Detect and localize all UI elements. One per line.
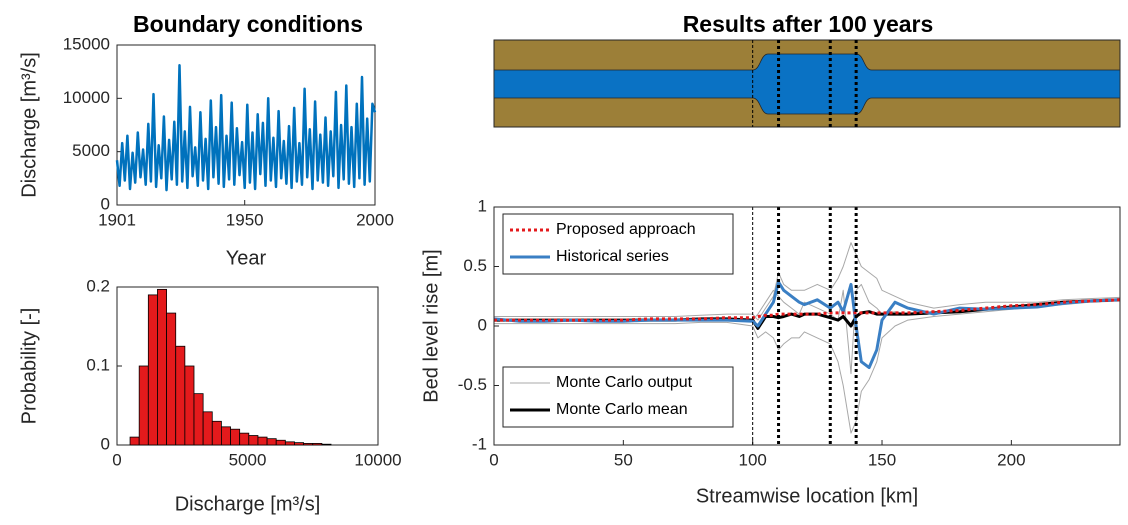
y-axis-label: Discharge [m³/s]: [18, 52, 40, 198]
monte-carlo-line: [494, 242, 1121, 321]
chart-title: Boundary conditions: [133, 11, 363, 37]
y-tick-label: -0.5: [458, 375, 487, 394]
x-tick-label: 5000: [229, 450, 267, 469]
histogram-bar: [275, 439, 286, 446]
x-tick-label: 1950: [226, 210, 264, 229]
legend: [502, 366, 734, 428]
histogram-bar: [239, 432, 250, 446]
channel: [493, 53, 1121, 115]
histogram-bar: [220, 426, 231, 446]
histogram-bar: [175, 345, 186, 446]
histogram-bar: [211, 420, 222, 446]
x-axis-label: Streamwise location [km]: [696, 485, 918, 507]
x-tick-label: 150: [868, 450, 896, 469]
y-tick-label: 0.5: [463, 256, 487, 275]
series-line: [494, 298, 1121, 322]
histogram-bar: [303, 443, 314, 446]
x-tick-label: 1901: [98, 210, 136, 229]
legend-label: Monte Carlo mean: [556, 401, 688, 418]
histogram-bar: [157, 288, 167, 446]
y-tick-label: 1: [478, 196, 487, 215]
histogram-bar: [193, 393, 204, 446]
histogram-bar: [312, 443, 323, 446]
legend-label: Monte Carlo output: [556, 374, 693, 391]
chart-title: Results after 100 years: [683, 11, 934, 37]
y-tick-label: 0: [101, 434, 110, 453]
monte-carlo-line: [494, 300, 1121, 434]
y-tick-label: 0.1: [86, 355, 110, 374]
histogram-bar: [138, 365, 149, 446]
histogram-bar: [284, 441, 295, 446]
x-tick-label: 100: [738, 450, 766, 469]
y-tick-label: 15000: [63, 34, 110, 53]
y-tick-label: 10000: [63, 88, 110, 107]
x-tick-label: 10000: [354, 450, 401, 469]
histogram-bar: [248, 435, 259, 446]
x-axis-label: Year: [226, 247, 267, 269]
x-tick-label: 0: [489, 450, 498, 469]
histogram-bar: [184, 365, 195, 446]
x-tick-label: 200: [997, 450, 1025, 469]
x-axis-label: Discharge [m³/s]: [175, 493, 321, 515]
legend: [502, 213, 734, 275]
histogram-bar: [166, 312, 177, 446]
histogram-bar: [147, 294, 158, 446]
histogram-bar: [257, 436, 268, 446]
histogram-bar: [129, 436, 140, 446]
y-tick-label: 5000: [72, 141, 110, 160]
y-axis-label: Probability [-]: [18, 308, 40, 425]
histogram-bar: [294, 442, 305, 446]
legend-label: Proposed approach: [556, 221, 696, 238]
legend-label: Historical series: [556, 248, 669, 265]
histogram-bar: [266, 438, 277, 446]
histogram-bar: [202, 411, 213, 446]
y-tick-label: -1: [472, 434, 487, 453]
y-tick-label: 0: [478, 315, 487, 334]
y-tick-label: 0.2: [86, 276, 110, 295]
y-tick-label: 0: [101, 194, 110, 213]
x-tick-label: 2000: [356, 210, 394, 229]
histogram-bar: [230, 428, 241, 446]
histogram-bar: [321, 443, 332, 446]
x-tick-label: 50: [614, 450, 633, 469]
y-axis-label: Bed level rise [m]: [420, 249, 442, 402]
axes-box: [493, 206, 1121, 446]
x-tick-label: 0: [112, 450, 121, 469]
axes-box: [116, 44, 376, 206]
discharge-line: [115, 64, 377, 192]
